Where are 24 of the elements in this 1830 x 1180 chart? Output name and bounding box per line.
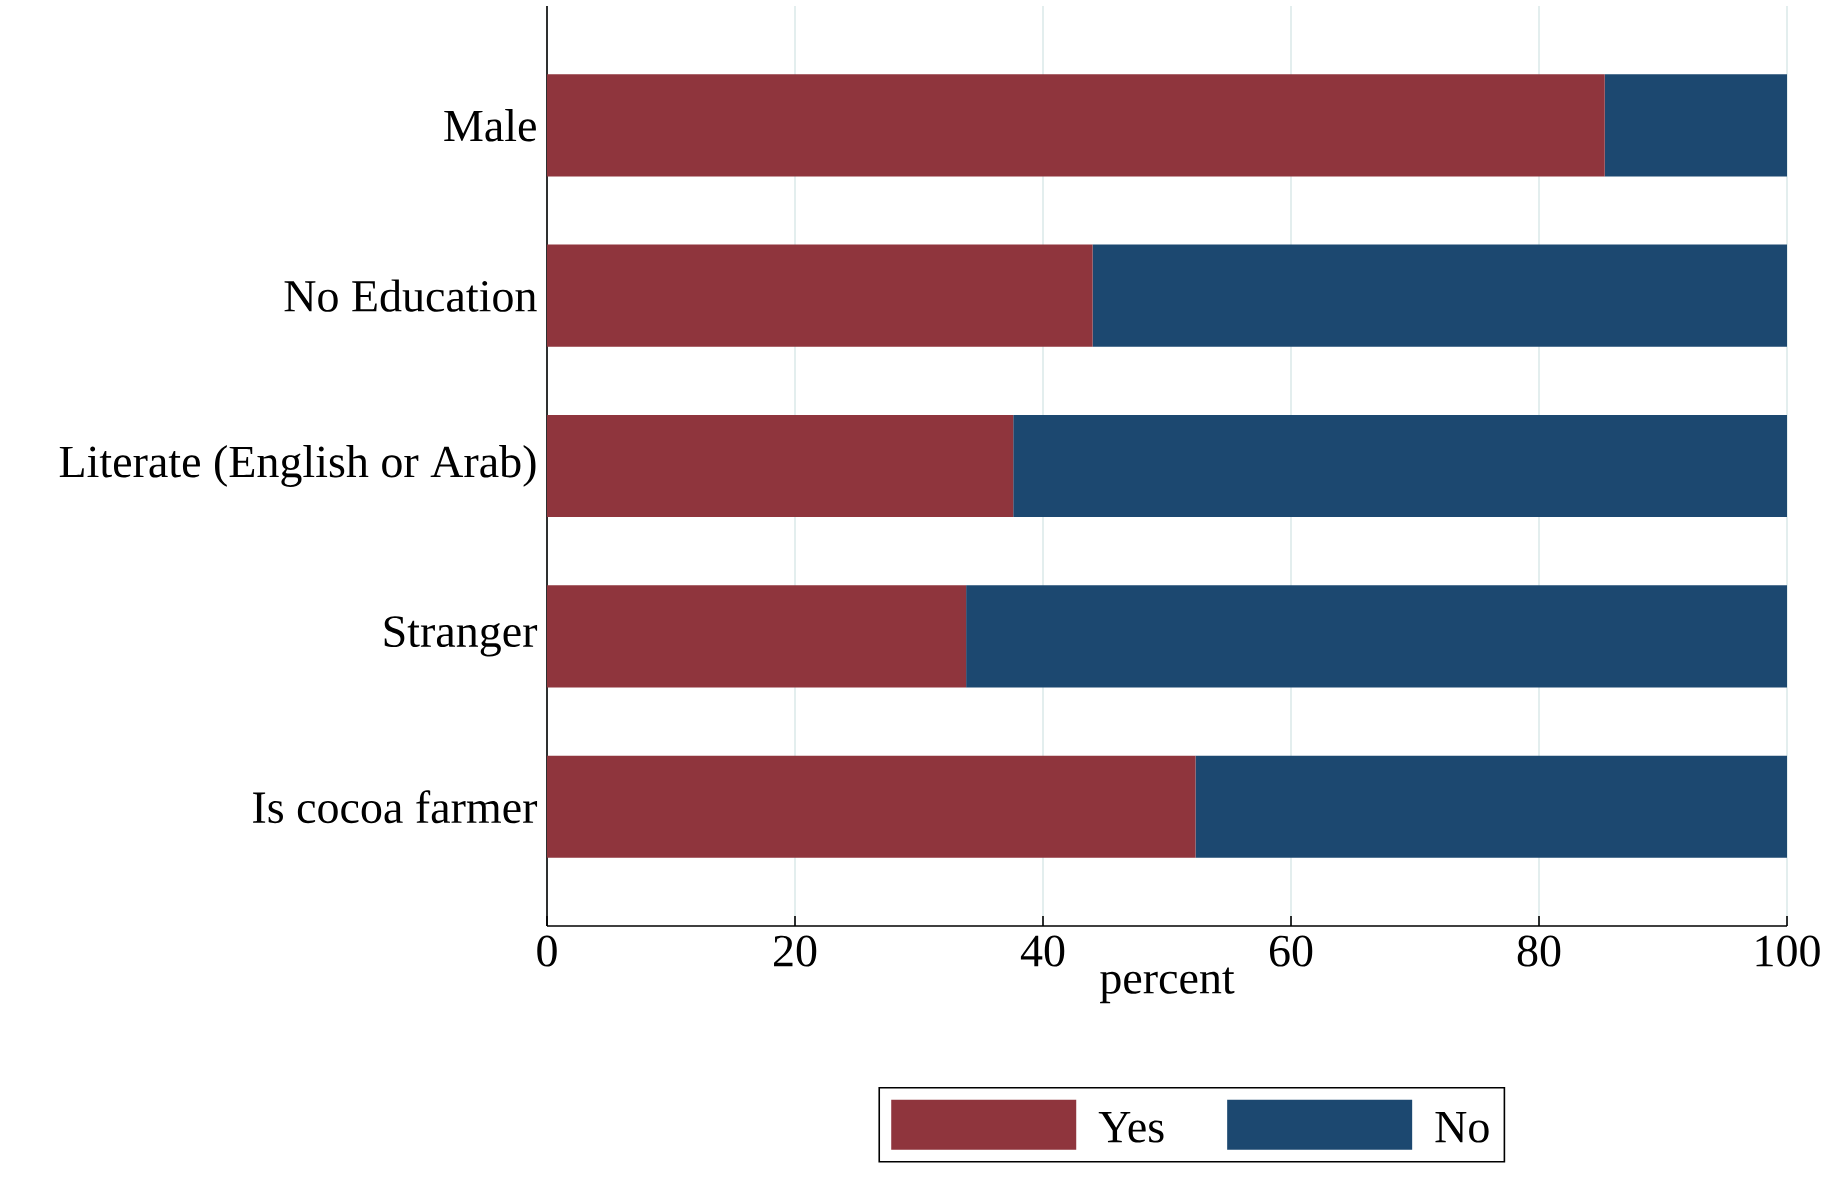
x-tick-label: 60 bbox=[1269, 935, 1313, 967]
y-tick-label: No Education bbox=[284, 279, 537, 312]
legend-label: No bbox=[1435, 1112, 1489, 1143]
x-tick-label: 0 bbox=[537, 935, 557, 967]
y-tick-label: Stranger bbox=[384, 616, 538, 657]
legend-label: Yes bbox=[1098, 1112, 1164, 1143]
bar bbox=[966, 585, 1788, 688]
bar bbox=[1092, 244, 1788, 347]
x-tick-label: 20 bbox=[774, 935, 817, 967]
bar bbox=[547, 414, 1014, 518]
y-tick-label: Is cocoa farmer bbox=[253, 790, 538, 824]
x-tick-label: 100 bbox=[1756, 935, 1820, 967]
x-axis-title: percent bbox=[1100, 967, 1235, 1004]
x-tick-label: 80 bbox=[1517, 935, 1561, 967]
y-tick-label: Male bbox=[444, 109, 536, 142]
bar bbox=[547, 244, 1093, 347]
bar bbox=[1195, 755, 1788, 858]
y-tick-label: Literate (English or Arab) bbox=[59, 445, 536, 487]
bar bbox=[1604, 74, 1788, 177]
bar bbox=[547, 74, 1605, 177]
bar bbox=[1013, 414, 1788, 518]
bar bbox=[547, 755, 1196, 858]
bar bbox=[547, 585, 967, 688]
x-tick-label: 40 bbox=[1020, 935, 1065, 967]
